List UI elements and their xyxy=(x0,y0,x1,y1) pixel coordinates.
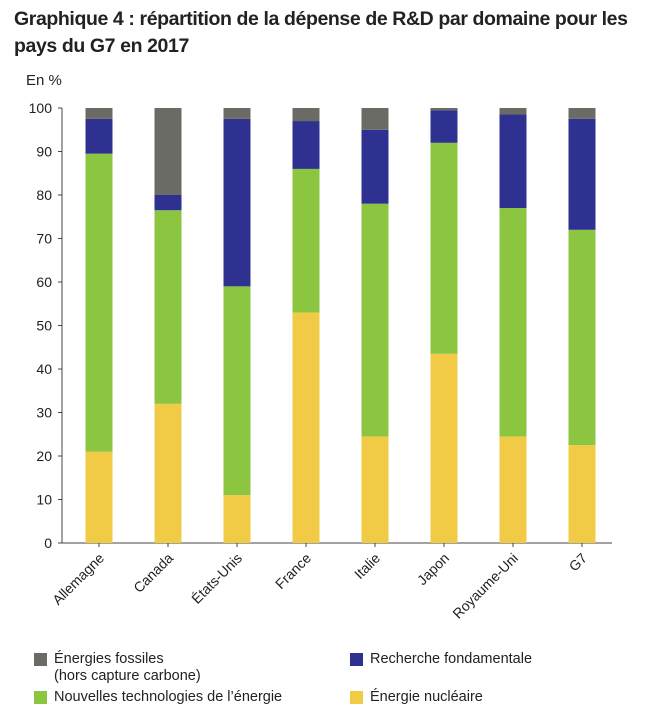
legend-swatch-nucleaire xyxy=(350,691,363,704)
bar-segment xyxy=(361,129,389,204)
y-tick-label: 100 xyxy=(29,100,53,116)
bar-segment xyxy=(154,195,182,211)
bar-segment xyxy=(430,110,458,143)
bar-segment xyxy=(499,436,527,543)
y-tick-label: 90 xyxy=(36,144,52,160)
bar-segment xyxy=(568,445,596,543)
bar-segment xyxy=(361,436,389,543)
x-tick-label: Japon xyxy=(414,550,452,588)
bar-segment xyxy=(430,142,458,354)
y-tick-label: 40 xyxy=(36,361,52,377)
bar-segment xyxy=(568,118,596,230)
x-tick-label: G7 xyxy=(566,550,591,575)
bar-segment xyxy=(499,208,527,437)
legend-item-nouvelles: Nouvelles technologies de l’énergie xyxy=(34,689,282,706)
bar-segment xyxy=(154,108,182,195)
y-tick-label: 80 xyxy=(36,187,52,203)
y-tick-label: 50 xyxy=(36,318,52,334)
bar-segment xyxy=(292,121,320,169)
legend-swatch-recherche xyxy=(350,653,363,666)
bar-segment xyxy=(223,118,251,287)
legend-swatch-nouvelles xyxy=(34,691,47,704)
y-tick-label: 0 xyxy=(44,535,52,551)
bar-segment xyxy=(85,108,113,119)
bar-segment xyxy=(223,286,251,496)
stacked-bar-chart: 0 10 20 30 40 50 60 70 80 90 100 Allemagne Canada Éta… xyxy=(29,100,612,622)
bar-segment xyxy=(223,108,251,119)
bar-segment xyxy=(292,168,320,313)
bar-segment xyxy=(223,495,251,543)
bar-segment xyxy=(85,451,113,543)
bar-segment xyxy=(499,114,527,209)
y-tick-label: 60 xyxy=(36,274,52,290)
legend-label-recherche: Recherche fondamentale xyxy=(370,651,533,667)
x-tick-label: Italie xyxy=(351,550,383,582)
bar-segment xyxy=(430,108,458,111)
legend-label-nouvelles: Nouvelles technologies de l’énergie xyxy=(54,689,283,705)
bar-segment xyxy=(568,229,596,446)
x-tick-label: Allemagne xyxy=(49,550,107,608)
bar-segment xyxy=(292,312,320,543)
y-tick-label: 10 xyxy=(36,492,52,508)
y-tick-label: 30 xyxy=(36,405,52,421)
x-tick-label: Canada xyxy=(130,550,176,596)
bar-segment xyxy=(292,108,320,122)
x-tick-label: France xyxy=(272,550,314,592)
bar-segment xyxy=(430,353,458,543)
legend-item-recherche: Recherche fondamentale xyxy=(350,651,532,668)
bar-segment xyxy=(154,210,182,404)
x-tick-label: États-Unis xyxy=(188,550,245,607)
bar-segment xyxy=(85,153,113,452)
bar-segment xyxy=(499,108,527,115)
y-axis-unit-label: En % xyxy=(26,72,62,89)
bar-segment xyxy=(85,118,113,154)
bar-segment xyxy=(154,403,182,543)
legend-label-fossiles: Énergies fossiles (hors capture carbone) xyxy=(54,651,201,684)
legend-item-fossiles: Énergies fossiles (hors capture carbone) xyxy=(34,651,201,685)
x-tick-label: Royaume-Uni xyxy=(449,550,521,622)
y-tick-label: 20 xyxy=(36,448,52,464)
bar-segment xyxy=(361,108,389,130)
legend-swatch-fossiles xyxy=(34,653,47,666)
bar-segment xyxy=(568,108,596,119)
chart-title: Graphique 4 : répartition de la dépense … xyxy=(14,8,628,57)
legend-label-nucleaire: Énergie nucléaire xyxy=(370,689,483,705)
bar-segment xyxy=(361,203,389,437)
legend-item-nucleaire: Énergie nucléaire xyxy=(350,689,483,706)
y-tick-label: 70 xyxy=(36,231,52,247)
